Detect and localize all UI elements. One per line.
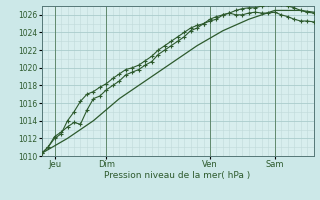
X-axis label: Pression niveau de la mer( hPa ): Pression niveau de la mer( hPa )	[104, 171, 251, 180]
